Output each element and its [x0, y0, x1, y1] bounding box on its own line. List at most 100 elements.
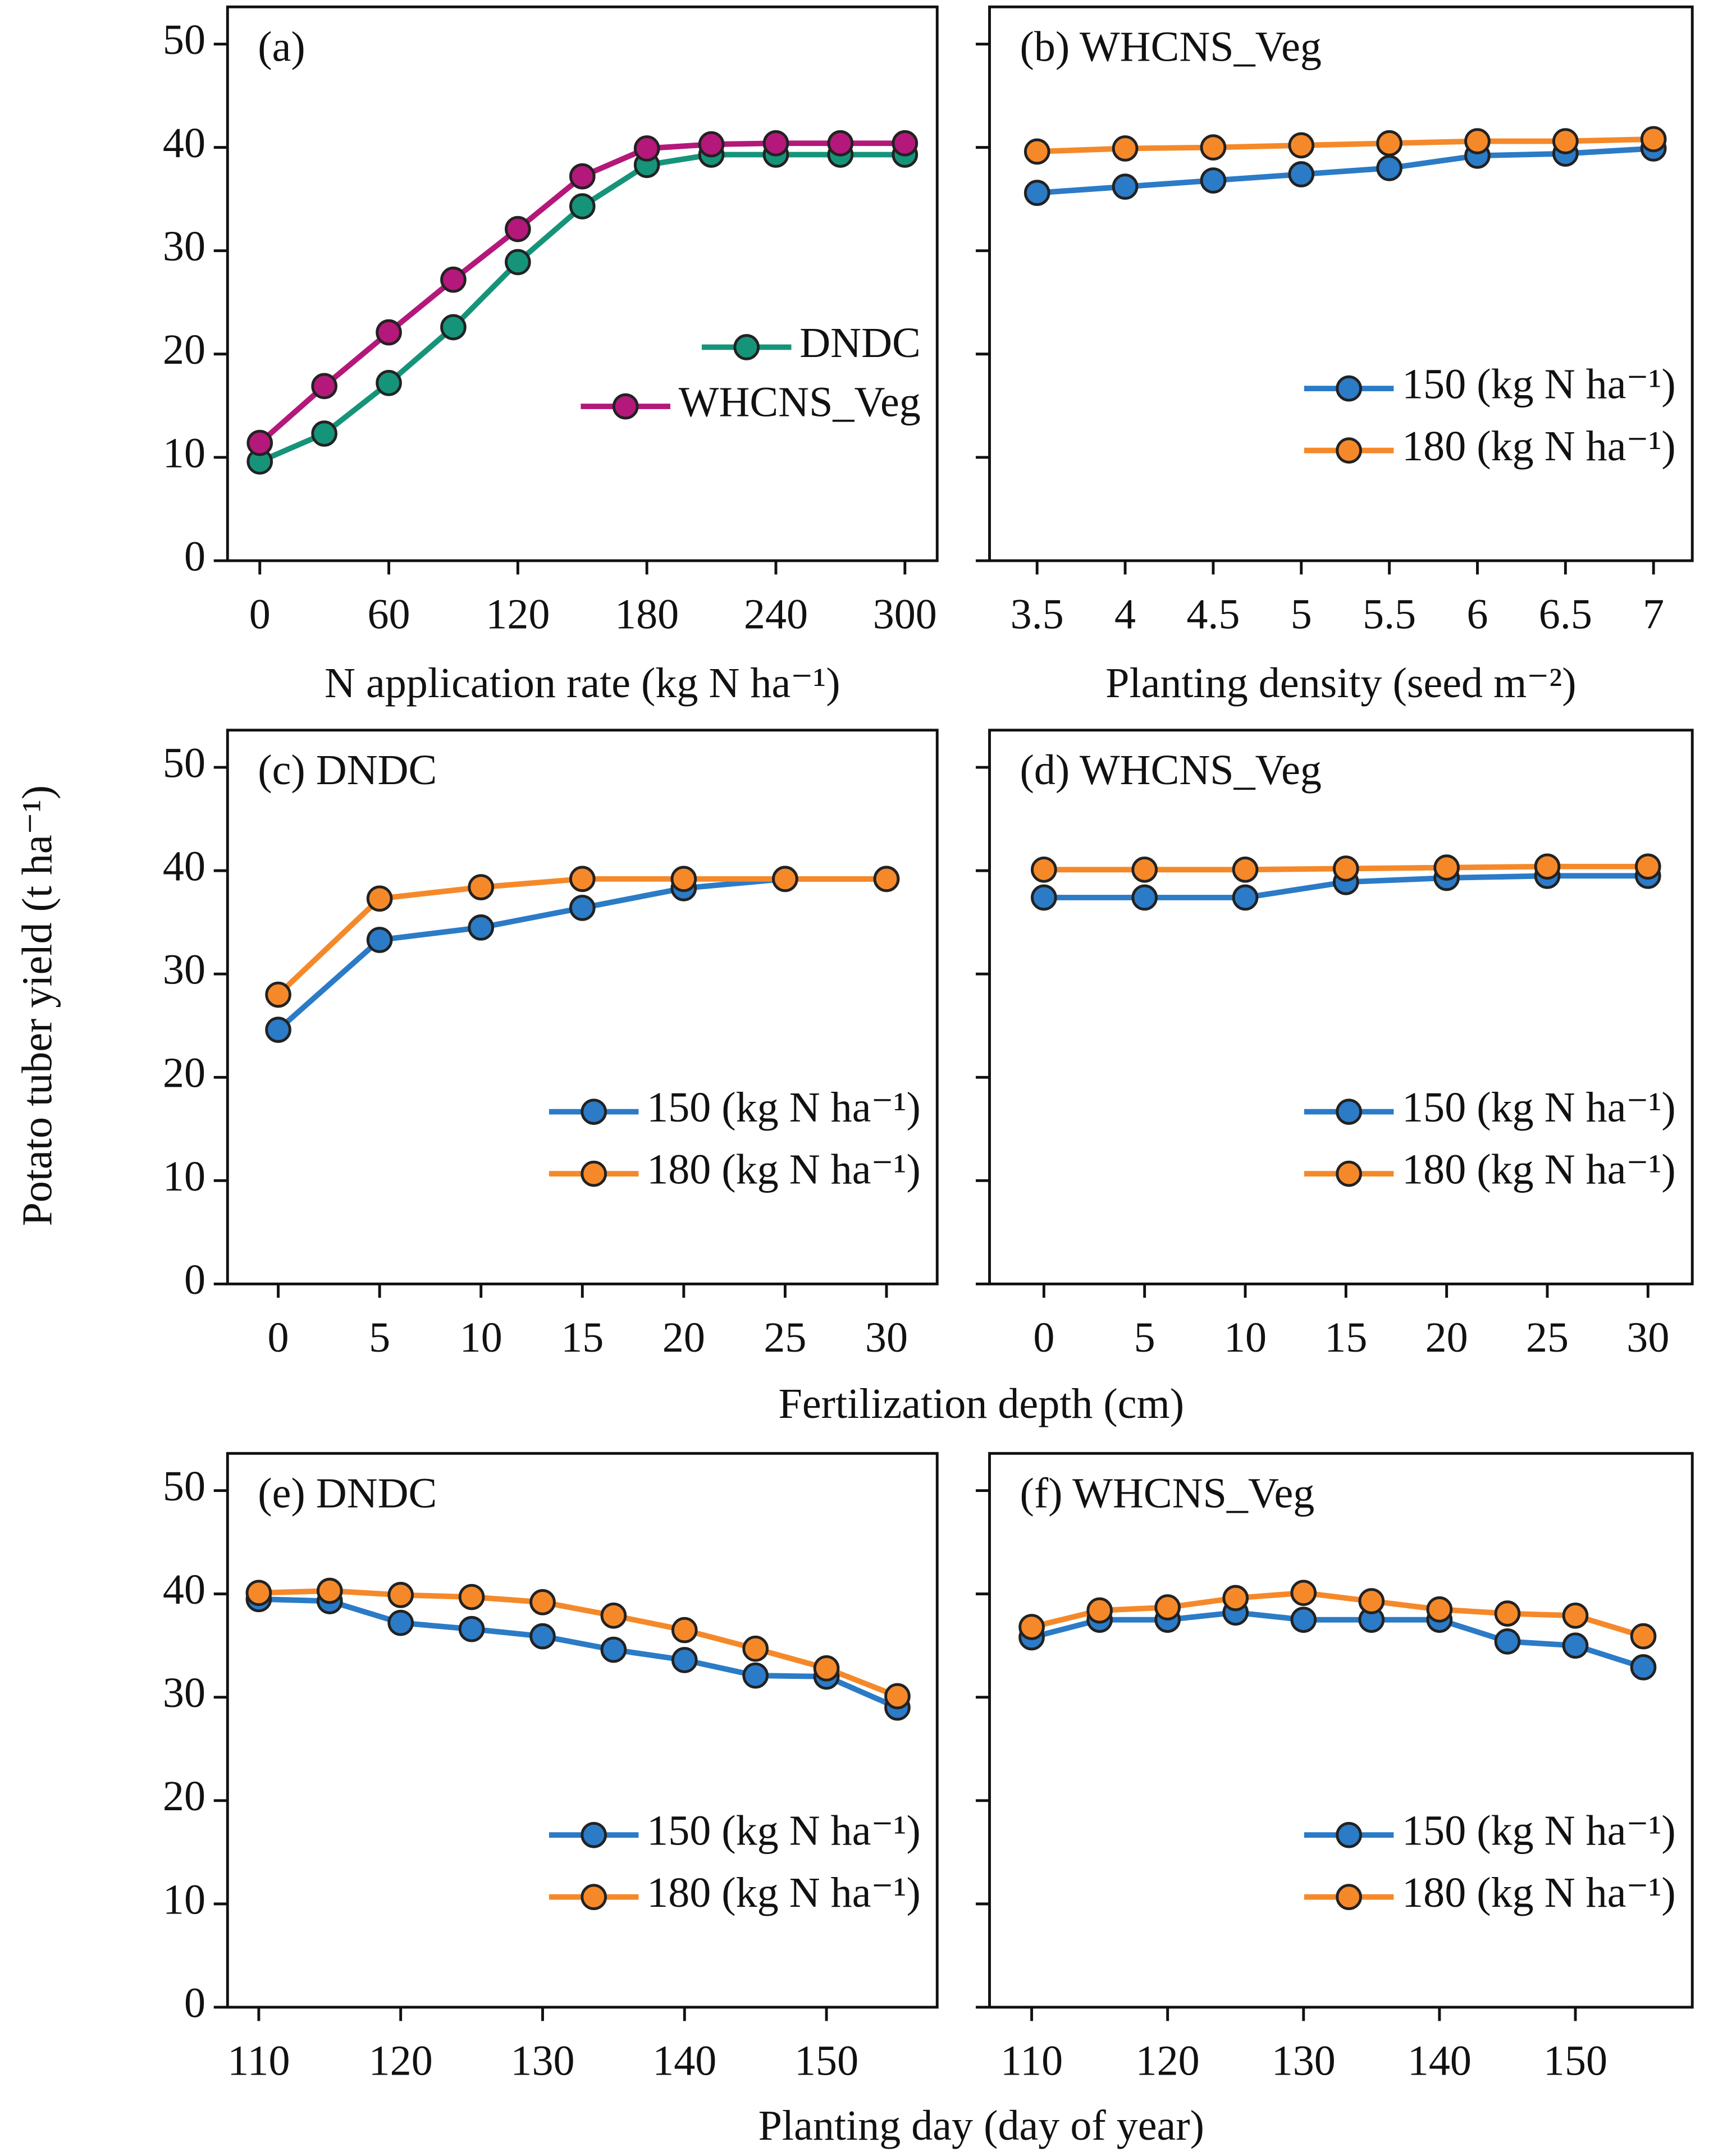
plot-frame	[988, 729, 1694, 1285]
data-point	[246, 429, 273, 456]
y-tick-label: 10	[163, 1876, 205, 1923]
plot-frame	[988, 5, 1694, 562]
data-point	[1031, 884, 1057, 911]
y-tick-label: 30	[163, 223, 205, 270]
y-tick-label: 20	[163, 326, 205, 373]
x-tick-label: 30	[1626, 1314, 1669, 1361]
x-tick-label: 0	[1033, 1314, 1054, 1361]
legend-label: 180 (kg N ha⁻¹)	[647, 1869, 921, 1916]
data-point	[762, 130, 789, 157]
data-point	[1023, 180, 1050, 206]
data-point	[1635, 853, 1661, 880]
x-tick-label: 10	[1224, 1314, 1267, 1361]
data-point	[1288, 132, 1315, 159]
data-point	[376, 369, 402, 396]
x-tick-label: 110	[227, 2037, 290, 2084]
data-point	[1494, 1600, 1521, 1627]
x-tick-label: 3.5	[1011, 591, 1064, 638]
series-line	[258, 1596, 899, 1710]
y-tick-label: 0	[184, 1979, 205, 2026]
plot-frame	[226, 729, 939, 1285]
data-point	[873, 866, 900, 892]
data-point	[311, 373, 337, 400]
y-tick-label: 10	[163, 1153, 205, 1200]
x-tick-label: 5	[1291, 591, 1312, 638]
legend-marker	[1336, 1098, 1362, 1125]
series-line	[1031, 1590, 1644, 1639]
x-tick-label: 300	[873, 591, 937, 638]
legend-marker	[581, 1098, 607, 1125]
data-point	[1112, 173, 1139, 200]
data-point	[569, 895, 596, 921]
legend-marker	[733, 334, 760, 360]
data-point	[458, 1583, 485, 1610]
y-tick-label: 40	[163, 1566, 205, 1613]
series-line	[1037, 136, 1654, 154]
data-point	[1562, 1632, 1589, 1659]
data-point	[366, 885, 393, 912]
x-tick-label: 110	[1000, 2037, 1063, 2084]
plot-frame	[226, 1452, 939, 2009]
data-point	[1112, 135, 1139, 162]
legend-label: 150 (kg N ha⁻¹)	[1402, 361, 1676, 408]
data-point	[529, 1589, 556, 1615]
data-point	[600, 1602, 627, 1629]
y-tick-label: 30	[163, 1669, 205, 1716]
panel-title: (a)	[258, 23, 305, 70]
x-tick-label: 25	[1526, 1314, 1569, 1361]
legend-label: 150 (kg N ha⁻¹)	[647, 1807, 921, 1855]
legend-marker	[1336, 1160, 1362, 1187]
y-tick-label: 20	[163, 1773, 205, 1820]
legend-label: 150 (kg N ha⁻¹)	[1402, 1807, 1676, 1855]
data-point	[1534, 853, 1561, 880]
data-point	[468, 874, 495, 900]
data-point	[742, 1635, 769, 1662]
legend-label: 150 (kg N ha⁻¹)	[1402, 1084, 1676, 1131]
data-point	[813, 1655, 840, 1682]
data-point	[265, 1017, 291, 1043]
legend-label: 180 (kg N ha⁻¹)	[647, 1146, 921, 1193]
y-tick-label: 30	[163, 946, 205, 994]
data-point	[1200, 134, 1227, 161]
x-tick-label: 5.5	[1363, 591, 1416, 638]
data-point	[1232, 884, 1259, 911]
data-point	[1630, 1654, 1657, 1681]
data-point	[1031, 856, 1057, 883]
y-tick-label: 20	[163, 1050, 205, 1097]
x-axis-label: Fertilization depth (cm)	[779, 1380, 1185, 1427]
x-tick-label: 15	[1324, 1314, 1367, 1361]
data-point	[1333, 855, 1359, 882]
x-tick-label: 15	[561, 1314, 604, 1361]
x-tick-label: 20	[662, 1314, 705, 1361]
legend-label: 150 (kg N ha⁻¹)	[647, 1084, 921, 1131]
data-point	[1154, 1594, 1181, 1621]
x-tick-label: 150	[794, 2037, 858, 2084]
x-tick-label: 0	[268, 1314, 289, 1361]
y-tick-label: 50	[163, 1463, 205, 1510]
data-point	[1562, 1602, 1589, 1629]
data-point	[1131, 884, 1158, 911]
legend-label: 180 (kg N ha⁻¹)	[1402, 1869, 1676, 1916]
data-point	[1131, 856, 1158, 883]
x-tick-label: 130	[510, 2037, 574, 2084]
data-point	[529, 1623, 556, 1650]
data-point	[316, 1577, 343, 1604]
data-point	[468, 914, 495, 941]
data-point	[1640, 126, 1667, 153]
y-axis-label: Potato tuber yield (t ha⁻¹)	[13, 785, 61, 1226]
legend-label: 180 (kg N ha⁻¹)	[1402, 1146, 1676, 1193]
x-tick-label: 140	[1408, 2037, 1472, 2084]
data-point	[569, 866, 596, 892]
x-tick-label: 4	[1114, 591, 1136, 638]
data-point	[1426, 1596, 1453, 1623]
panel-title: (e) DNDC	[258, 1470, 437, 1517]
data-point	[1086, 1597, 1113, 1624]
x-tick-label: 6.5	[1539, 591, 1592, 638]
x-tick-label: 120	[1136, 2037, 1200, 2084]
x-tick-label: 130	[1272, 2037, 1336, 2084]
data-point	[1023, 138, 1050, 165]
data-point	[387, 1609, 414, 1636]
y-tick-label: 0	[184, 1256, 205, 1303]
data-point	[1464, 128, 1491, 154]
data-point	[1290, 1606, 1317, 1633]
